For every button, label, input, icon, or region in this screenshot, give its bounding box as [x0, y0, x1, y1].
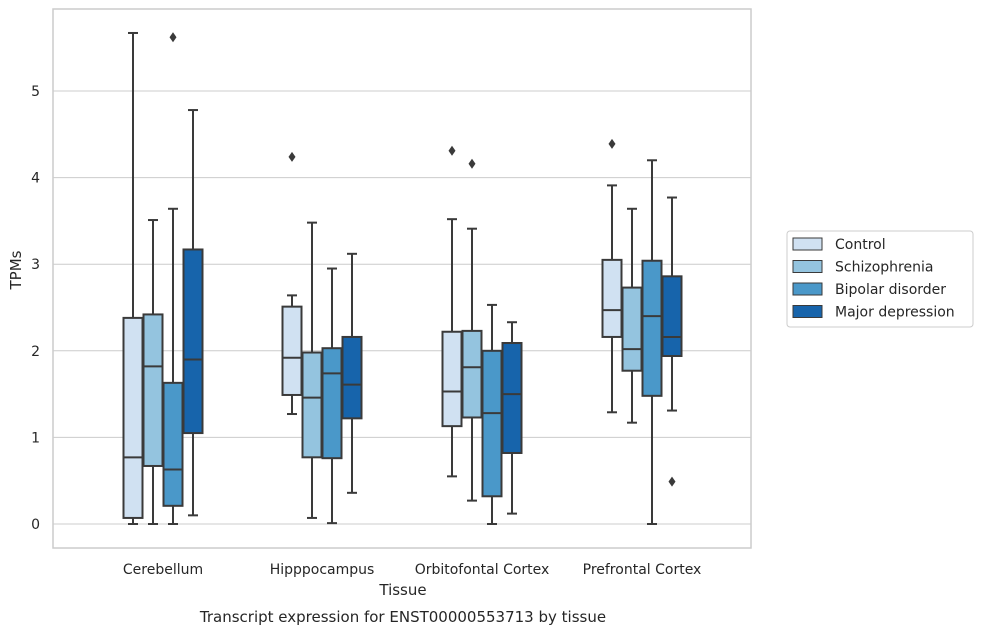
- legend-swatch: [792, 237, 823, 251]
- box-0-2: [162, 32, 184, 525]
- x-axis-ticks: Cerebellum Hipppocampus Orbitofontal Corte…: [123, 562, 701, 578]
- outlier-point: [668, 476, 676, 487]
- legend-label: Schizophrenia: [835, 260, 933, 276]
- box-0-0: [122, 31, 144, 525]
- iqr-box: [281, 305, 303, 396]
- legend-swatch: [792, 282, 823, 296]
- y-tick-label-5: 5: [31, 84, 40, 100]
- box-2-0: [441, 145, 463, 478]
- outlier-point: [169, 32, 177, 43]
- legend-swatch: [792, 260, 823, 273]
- iqr-box: [162, 381, 184, 507]
- plot-frame: [52, 8, 752, 549]
- legend-label: Control: [835, 237, 886, 253]
- legend: Control Schizophrenia Bipolar disorder Majo…: [786, 230, 974, 328]
- chart-caption: Transcript expression for ENST0000055371…: [199, 608, 606, 626]
- outlier-point: [468, 158, 476, 169]
- box-1-1: [301, 221, 323, 519]
- y-tick-label-4: 4: [31, 171, 40, 187]
- legend-item-1: Schizophrenia: [792, 260, 933, 276]
- legend-item-0: Control: [792, 237, 886, 253]
- y-axis-ticks: 0 1 2 3 4 5: [31, 84, 40, 533]
- legend-item-3: Major depression: [792, 305, 955, 321]
- iqr-box: [341, 335, 363, 420]
- iqr-box: [321, 347, 343, 460]
- iqr-box: [641, 259, 663, 397]
- iqr-box: [601, 258, 623, 338]
- box-3-2: [641, 159, 663, 525]
- box-2-1: [461, 158, 483, 502]
- y-tick-label-3: 3: [31, 257, 40, 273]
- box-3-3: [661, 196, 683, 487]
- iqr-box: [142, 313, 164, 467]
- x-tick-label-0: Cerebellum: [123, 562, 203, 578]
- x-tick-label-3: Prefrontal Cortex: [583, 562, 702, 578]
- iqr-box: [301, 351, 323, 459]
- x-axis-label: Tissue: [378, 581, 426, 599]
- iqr-box: [481, 349, 503, 498]
- iqr-box: [661, 275, 683, 357]
- iqr-box: [182, 248, 204, 435]
- outlier-point: [608, 138, 616, 149]
- outlier-point: [448, 145, 456, 156]
- box-2-2: [481, 303, 503, 525]
- iqr-box: [441, 330, 463, 428]
- box-3-0: [601, 138, 623, 414]
- box-0-1: [142, 219, 164, 525]
- box-1-2: [321, 267, 343, 525]
- iqr-box: [122, 316, 144, 519]
- box-1-3: [341, 252, 363, 494]
- iqr-box: [501, 342, 523, 454]
- legend-frame: [786, 230, 974, 328]
- x-tick-label-2: Orbitofontal Cortex: [415, 562, 550, 578]
- iqr-box: [621, 286, 643, 372]
- outlier-point: [288, 151, 296, 162]
- box-0-3: [182, 109, 204, 517]
- legend-swatch: [792, 305, 823, 318]
- y-tick-label-1: 1: [31, 430, 40, 446]
- box-1-0: [281, 151, 303, 416]
- iqr-box: [461, 329, 483, 419]
- box-series-group: [122, 31, 683, 525]
- y-tick-label-0: 0: [31, 517, 40, 533]
- y-tick-label-2: 2: [31, 344, 40, 360]
- legend-label: Major depression: [835, 305, 955, 321]
- box-2-3: [501, 321, 523, 515]
- x-tick-label-1: Hipppocampus: [270, 562, 375, 578]
- box-3-1: [621, 207, 643, 424]
- legend-item-2: Bipolar disorder: [792, 282, 946, 298]
- legend-label: Bipolar disorder: [835, 282, 946, 298]
- y-axis-label: TPMs: [7, 250, 25, 290]
